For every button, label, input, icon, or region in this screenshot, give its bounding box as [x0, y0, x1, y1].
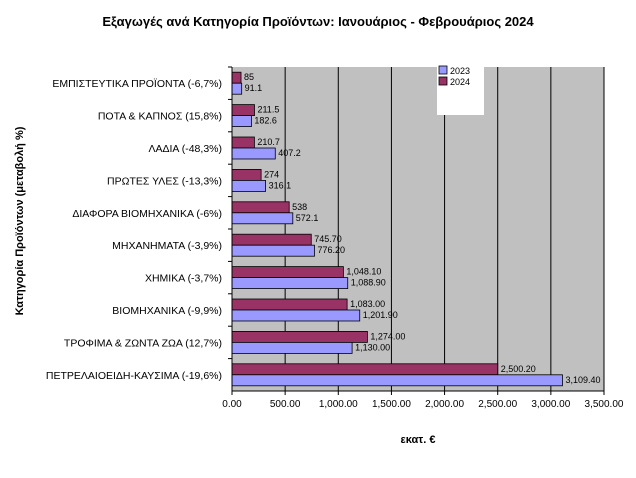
bar-2023 — [231, 309, 361, 322]
category-label: ΕΜΠΙΣΤΕΥΤΙΚΑ ΠΡΟΪΟΝΤΑ (-6,7%) — [52, 78, 222, 90]
category-label: ΛΑΔΙΑ (-48,3%) — [148, 143, 222, 155]
bar-2024 — [231, 233, 312, 246]
value-label-2024: 1,048.10 — [346, 267, 381, 277]
value-label-2023: 407.2 — [278, 148, 301, 158]
value-label-2023: 182.6 — [254, 116, 277, 126]
x-tick-labels-group: 0.00 500.00 1,000.00 1,500.00 2,000.00 2,500.… — [222, 399, 624, 410]
x-axis-title: εκατ. € — [401, 434, 436, 446]
legend-swatch-2024 — [438, 76, 448, 86]
bar-2023 — [231, 277, 349, 290]
bar-2024 — [231, 168, 262, 181]
value-label-2024: 210.7 — [257, 137, 280, 147]
value-label-2024: 1,083.00 — [350, 299, 385, 309]
category-label: ΤΡΟΦΙΜΑ & ΖΩΝΤΑ ΖΩΑ (12,7%) — [64, 337, 222, 349]
bar-2023 — [231, 147, 276, 160]
value-label-2024: 2,500.20 — [501, 364, 536, 374]
value-label-2024: 85 — [244, 72, 254, 82]
value-label-2023: 91.1 — [245, 83, 263, 93]
value-label-2024: 538 — [292, 202, 307, 212]
bar-2023 — [231, 341, 353, 354]
category-label: ΔΙΑΦΟΡΑ ΒΙΟΜΗΧΑΝΙΚΑ (-6%) — [72, 208, 222, 220]
x-tick-label: 3,000.00 — [531, 399, 570, 410]
x-tick-label: 3,500.00 — [585, 399, 624, 410]
bar-2024 — [231, 136, 255, 149]
legend-label-2024: 2024 — [450, 77, 470, 87]
category-labels-group: ΕΜΠΙΣΤΕΥΤΙΚΑ ΠΡΟΪΟΝΤΑ (-6,7%) ΠΟΤΑ & ΚΑΠΝ… — [46, 78, 222, 382]
bar-2023 — [231, 115, 252, 127]
bar-2023 — [231, 374, 563, 387]
legend-swatch-2023 — [438, 65, 448, 75]
value-label-2023: 316.1 — [269, 180, 292, 190]
value-label-2023: 3,109.40 — [565, 375, 600, 385]
value-label-2023: 1,088.90 — [351, 278, 386, 288]
x-tick-label: 1,500.00 — [372, 399, 411, 410]
bar-2024 — [231, 330, 368, 343]
bar-2024 — [231, 298, 348, 311]
value-label-2023: 1,201.90 — [363, 310, 398, 320]
bar-2024 — [231, 266, 344, 279]
legend-label-2023: 2023 — [450, 66, 470, 76]
x-tick-label: 0.00 — [222, 399, 242, 410]
bar-2023 — [231, 82, 243, 95]
x-tick-label: 500.00 — [270, 399, 301, 410]
value-label-2023: 572.1 — [296, 213, 319, 223]
category-label: ΜΗΧΑΝΗΜΑΤΑ (-3,9%) — [112, 240, 222, 252]
value-label-2024: 745.70 — [314, 234, 342, 244]
x-tick-label: 2,000.00 — [425, 399, 464, 410]
bar-2024 — [231, 71, 242, 84]
bar-2024 — [231, 363, 499, 376]
value-label-2024: 211.5 — [257, 105, 279, 115]
chart-title: Εξαγωγές ανά Κατηγορία Προϊόντων: Ιανουά… — [102, 14, 534, 29]
bar-2024 — [231, 201, 290, 214]
category-label: ΠΕΤΡΕΛΑΙΟΕΙΔΗ-ΚΑΥΣΙΜΑ (-19,6%) — [46, 370, 222, 382]
category-label: ΠΟΤΑ & ΚΑΠΝΟΣ (15,8%) — [98, 111, 222, 123]
bar-2023 — [231, 179, 266, 192]
bar-2023 — [231, 244, 315, 257]
x-tick-label: 2,500.00 — [478, 399, 517, 410]
value-label-2024: 274 — [264, 169, 279, 179]
y-axis-title: Κατηγορία Προϊόντων (μεταβολή %) — [14, 126, 26, 315]
category-label: ΒΙΟΜΗΧΑΝΙΚΑ (-9,9%) — [112, 305, 222, 317]
value-label-2023: 776.20 — [317, 245, 345, 255]
bar-2023 — [231, 212, 294, 225]
category-label: ΧΗΜΙΚΑ (-3,7%) — [145, 273, 222, 285]
category-label: ΠΡΩΤΕΣ ΥΛΕΣ (-13,3%) — [107, 175, 222, 187]
bar-2024 — [231, 104, 255, 116]
x-tick-label: 1,000.00 — [319, 399, 358, 410]
value-label-2024: 1,274.00 — [370, 331, 405, 341]
value-label-2023: 1,130.00 — [355, 342, 390, 352]
